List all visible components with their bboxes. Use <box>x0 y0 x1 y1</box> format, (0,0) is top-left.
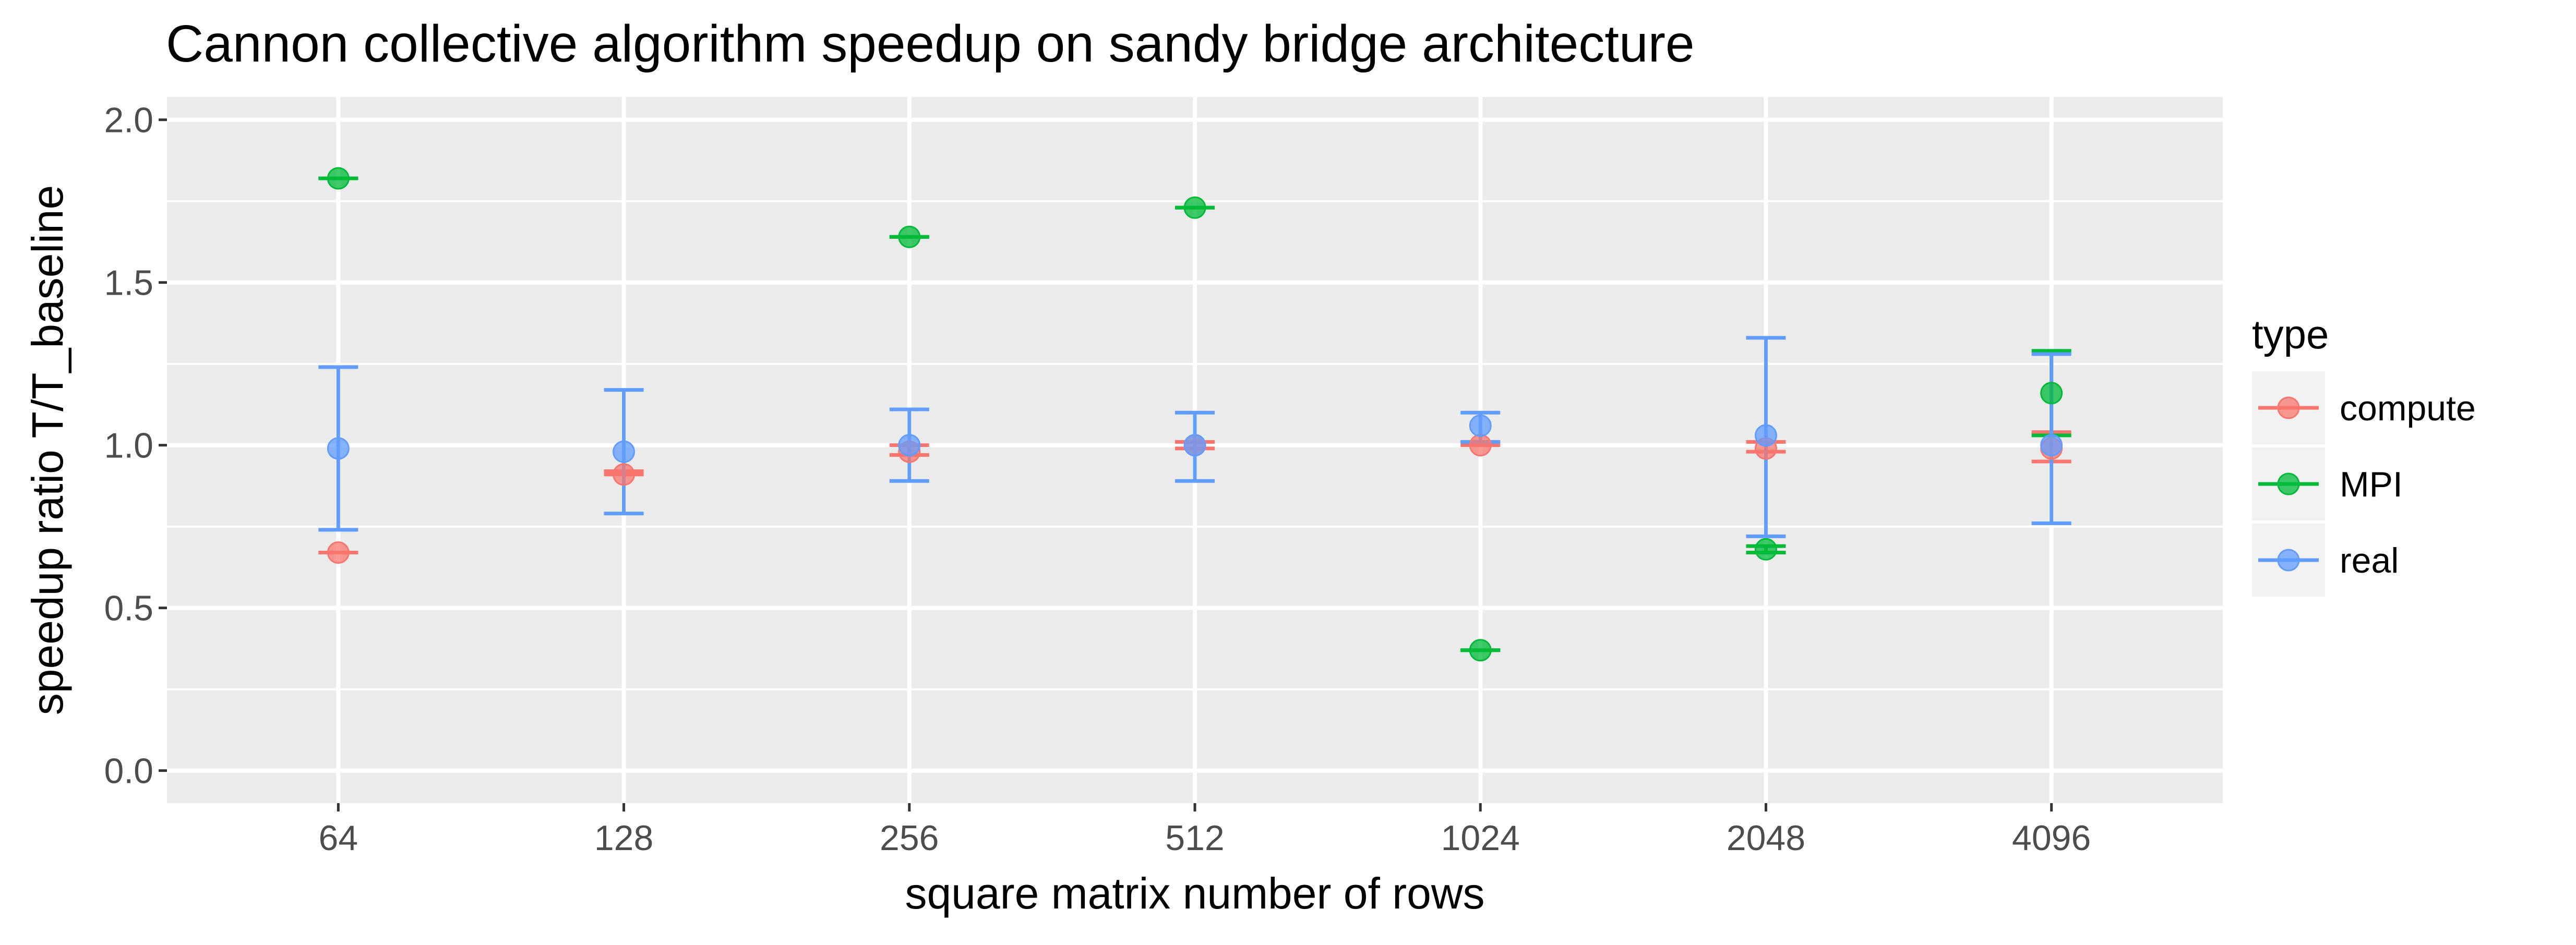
legend-title: type <box>2252 311 2329 357</box>
x-tick-label: 4096 <box>2012 818 2091 858</box>
point-mpi <box>898 225 921 248</box>
point-real <box>613 440 636 463</box>
y-tick-label: 0.5 <box>104 589 153 628</box>
legend: type compute MPI real <box>2252 311 2476 597</box>
chart-title: Cannon collective algorithm speedup on s… <box>166 15 1695 73</box>
data-points <box>327 167 2063 662</box>
legend-key-point <box>2277 396 2300 419</box>
legend-item-compute: compute <box>2252 371 2476 444</box>
legend-label: MPI <box>2340 465 2403 504</box>
y-axis-title: speedup ratio T/T_baseline <box>23 185 72 715</box>
point-compute <box>1469 434 1492 457</box>
x-tick-label: 2048 <box>1727 818 1805 858</box>
y-tick-label: 1.0 <box>104 426 153 466</box>
point-compute <box>613 463 636 486</box>
legend-label: real <box>2340 541 2399 580</box>
y-axis: 0.0 0.5 1.0 1.5 2.0 <box>104 101 167 791</box>
y-tick-label: 2.0 <box>104 101 153 140</box>
x-tick-label: 512 <box>1165 818 1224 858</box>
legend-item-mpi: MPI <box>2252 447 2403 520</box>
x-tick-label: 1024 <box>1441 818 1520 858</box>
legend-label: compute <box>2340 389 2476 428</box>
legend-key-point <box>2277 549 2300 572</box>
point-real <box>1469 414 1492 437</box>
x-tick-label: 64 <box>319 818 358 858</box>
point-mpi <box>327 167 350 190</box>
x-tick-label: 256 <box>880 818 939 858</box>
legend-item-real: real <box>2252 524 2399 597</box>
point-real <box>898 434 921 457</box>
legend-keys: compute MPI real <box>2252 371 2476 597</box>
point-mpi <box>2040 382 2063 405</box>
point-compute <box>327 541 350 564</box>
point-mpi <box>1183 196 1206 219</box>
x-tick-label: 128 <box>594 818 653 858</box>
point-real <box>1754 424 1777 447</box>
x-axis-title: square matrix number of rows <box>905 869 1484 918</box>
legend-key-point <box>2277 473 2300 495</box>
point-real <box>2040 434 2063 457</box>
point-real <box>327 437 350 460</box>
point-mpi <box>1469 639 1492 662</box>
point-mpi <box>1754 538 1777 561</box>
y-tick-label: 0.0 <box>104 752 153 791</box>
x-axis: 64 128 256 512 1024 2048 4096 <box>319 803 2091 858</box>
y-tick-label: 1.5 <box>104 263 153 303</box>
point-real <box>1183 434 1206 457</box>
